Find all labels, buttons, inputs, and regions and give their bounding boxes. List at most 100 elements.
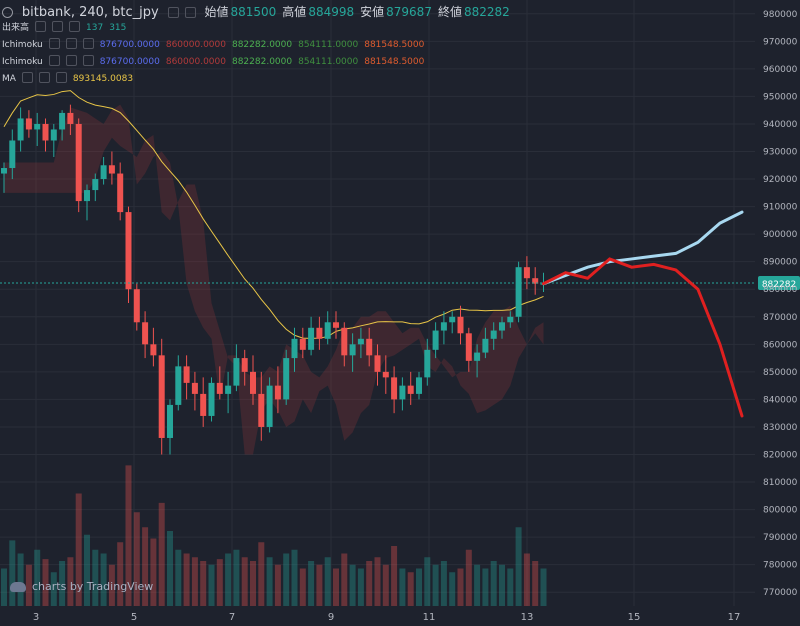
volume-bar [183, 553, 190, 606]
candle-body [17, 118, 24, 141]
volume-bar [366, 561, 373, 606]
volume-bar [490, 561, 497, 606]
candle-body [167, 404, 173, 438]
y-tick-label: 860000 [763, 340, 798, 350]
indicator-name: Ichimoku [2, 40, 43, 50]
volume-bar [449, 572, 456, 606]
eye-icon[interactable] [21, 72, 33, 83]
indicator-legend-row[interactable]: Ichimoku 876700.0000 860000.0000 882282.000… [2, 54, 430, 70]
y-tick-label: 920000 [763, 175, 798, 185]
candle-body [357, 338, 364, 345]
candle-body [482, 338, 489, 353]
settings-icon[interactable] [38, 72, 50, 83]
price-tag-box [758, 275, 800, 290]
collapse-icon[interactable] [2, 7, 13, 18]
candle-body [299, 338, 306, 350]
volume-bar [67, 557, 74, 606]
eye-icon[interactable] [48, 38, 60, 49]
ohlc-value: 882282 [463, 5, 510, 19]
close-icon[interactable] [82, 38, 94, 49]
volume-bar [532, 561, 539, 606]
indicator-value: 854111.0000 [298, 40, 359, 50]
settings-icon[interactable] [52, 21, 64, 32]
candle-body [1, 168, 7, 174]
y-tick-label: 940000 [763, 120, 798, 130]
eye-icon[interactable] [48, 55, 60, 66]
volume-bar [316, 564, 323, 606]
candle-body [308, 327, 315, 350]
candle-body [449, 316, 456, 323]
indicator-legend-row[interactable]: Ichimoku 876700.0000 860000.0000 882282.000… [2, 37, 430, 53]
volume-bar [225, 553, 232, 606]
indicator-name: Ichimoku [2, 57, 43, 67]
y-tick-label: 850000 [763, 368, 798, 378]
y-tick-label: 930000 [763, 148, 798, 158]
candle-body [316, 327, 323, 339]
settings-icon[interactable] [65, 38, 77, 49]
projection-upper-line [542, 210, 744, 286]
settings-icon[interactable] [65, 55, 77, 66]
candle-body [374, 355, 381, 372]
y-tick-label: 900000 [763, 230, 798, 240]
eye-icon[interactable] [167, 7, 179, 18]
candle-body [407, 385, 414, 394]
volume-bar [341, 553, 348, 606]
candle-body [216, 382, 223, 394]
volume-bar [17, 553, 24, 606]
y-tick-label: 880000 [763, 285, 798, 295]
volume-bar [507, 568, 514, 606]
candle-body [225, 385, 232, 394]
volume-bar [283, 553, 290, 606]
candle-body [424, 349, 431, 378]
eye-icon[interactable] [35, 21, 47, 32]
x-tick-label: 17 [728, 612, 741, 623]
candle-body [391, 377, 398, 400]
volume-bar [175, 549, 182, 606]
y-tick-label: 800000 [763, 506, 798, 516]
kumo-cloud [4, 104, 544, 455]
volume-bar [250, 561, 256, 606]
indicator-value: 315 [109, 23, 127, 33]
y-tick-label: 960000 [763, 65, 798, 75]
close-icon[interactable] [55, 72, 67, 83]
y-tick-label: 830000 [763, 423, 798, 433]
candle-body [366, 338, 373, 356]
candle-body [233, 358, 240, 386]
watermark-text: charts by TradingView [32, 580, 154, 593]
y-tick-label: 820000 [763, 451, 798, 461]
volume-bar [416, 568, 422, 606]
candle-body [34, 123, 41, 130]
candle-body [158, 355, 165, 438]
candle-body [523, 267, 530, 279]
indicator-value: 893145.0083 [72, 74, 134, 84]
volume-bar [100, 553, 107, 606]
volume-bar [424, 557, 431, 606]
candle-body [274, 385, 281, 400]
volume-bar [216, 559, 223, 606]
candle-body [200, 393, 207, 416]
candle-body [291, 338, 298, 359]
y-tick-label: 840000 [763, 395, 798, 405]
close-icon[interactable] [69, 21, 81, 32]
ohlc-value: 879687 [386, 5, 432, 19]
x-tick-label: 11 [423, 612, 436, 623]
settings-icon[interactable] [184, 7, 196, 18]
volume-bar [391, 546, 398, 606]
candle-body [191, 382, 198, 394]
y-tick-label: 870000 [763, 313, 798, 323]
volume-bar [42, 559, 49, 606]
volume-bar [142, 527, 149, 606]
symbol-title: bitbank, 240, btc_jpy [21, 5, 159, 20]
indicator-legend-row[interactable]: 出来高 137 315 [2, 20, 132, 36]
close-icon[interactable] [82, 55, 94, 66]
tradingview-watermark[interactable]: charts by TradingView [10, 580, 153, 593]
indicator-legend-row[interactable]: MA 893145.0083 [2, 71, 139, 87]
volume-bar [150, 538, 157, 606]
candle-body [175, 366, 182, 405]
candle-body [250, 371, 256, 394]
tradingview-logo-icon [10, 581, 26, 592]
x-tick-label: 5 [131, 612, 137, 623]
candle-body [92, 179, 99, 191]
